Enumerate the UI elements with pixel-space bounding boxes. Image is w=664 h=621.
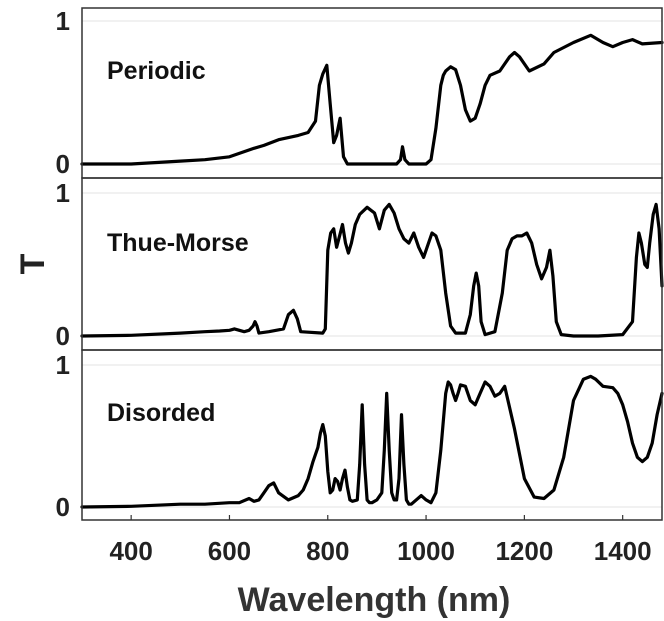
x-tick-label-400: 400 (109, 536, 152, 566)
x-tick-label-1200: 1200 (495, 536, 553, 566)
x-axis-label: Wavelength (nm) (238, 581, 511, 619)
panel-label-2: Thue-Morse (107, 229, 249, 257)
panel-label-3: Disorded (107, 399, 215, 427)
y-tick-label-panel-1-0: 0 (56, 149, 70, 179)
panel-frame-3 (81, 349, 663, 521)
series-line-panel-2 (80, 202, 664, 338)
panel-label-1: Periodic (107, 57, 206, 85)
x-tick-label-600: 600 (208, 536, 251, 566)
x-tick-label-1400: 1400 (594, 536, 652, 566)
y-tick-label-panel-3-0: 0 (56, 492, 70, 522)
series-line-panel-3 (80, 374, 664, 509)
y-tick-label-panel-1-1: 1 (56, 6, 70, 36)
panel-frame-1 (81, 7, 663, 179)
series-layer (80, 33, 664, 509)
y-tick-label-panel-2-1: 1 (56, 178, 70, 208)
y-tick-label-panel-3-1: 1 (56, 350, 70, 380)
x-tick-label-1000: 1000 (397, 536, 455, 566)
y-tick-label-panel-2-0: 0 (56, 321, 70, 351)
y-axis-label: T (14, 253, 52, 274)
x-tick-label-800: 800 (306, 536, 349, 566)
grid-layer (82, 20, 662, 508)
series-line-panel-1 (80, 33, 664, 166)
panel-frame-2 (81, 177, 663, 351)
frame-layer (81, 7, 663, 521)
